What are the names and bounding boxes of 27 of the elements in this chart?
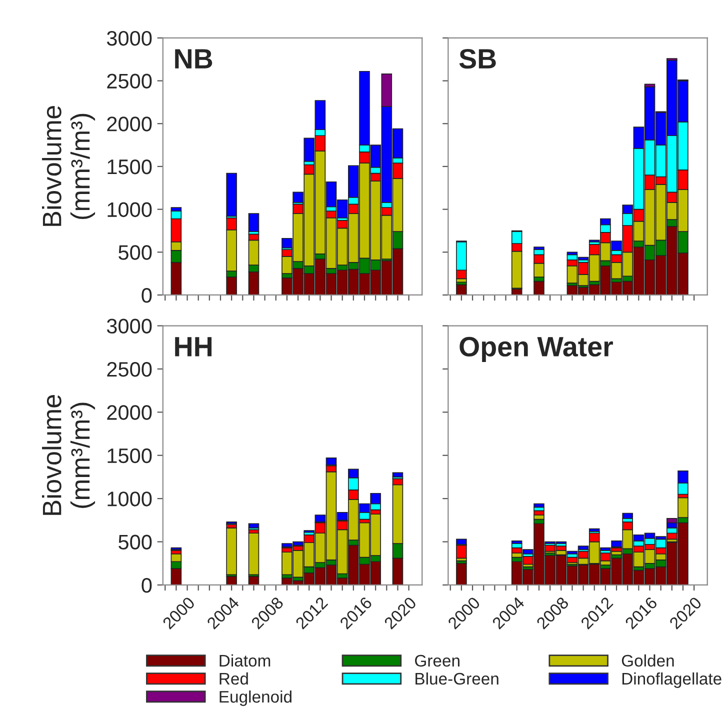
y-tick-label: 0 bbox=[142, 578, 152, 593]
y-tick-label: 2500 bbox=[107, 74, 152, 89]
y-axis-title: Biovolume (mm³/m³) bbox=[42, 106, 96, 226]
y-tick-label: 500 bbox=[118, 534, 152, 550]
y-tick-label: 1000 bbox=[108, 202, 152, 218]
legend-label: Red bbox=[220, 672, 248, 685]
y-tick-label: 2000 bbox=[107, 116, 152, 132]
y-tick-label: 2500 bbox=[107, 362, 152, 377]
y-tick-label: 3000 bbox=[106, 318, 152, 334]
y-tick-label: 3000 bbox=[106, 30, 152, 46]
y-tick-label: 2000 bbox=[107, 405, 152, 420]
legend-label: Blue-Green bbox=[416, 672, 498, 685]
legend-label: Green bbox=[415, 654, 460, 667]
y-tick-label: 1000 bbox=[108, 492, 152, 506]
y-tick-label: 1500 bbox=[108, 159, 152, 174]
legend-label: Euglenoid bbox=[220, 690, 292, 706]
y-tick-label: 1500 bbox=[108, 448, 152, 464]
legend-label: Diatom bbox=[220, 654, 270, 667]
chart-title: Open Water bbox=[460, 336, 613, 362]
legend-label: Dinoflagellate bbox=[622, 672, 722, 688]
y-axis-title: Biovolume (mm³/m³) bbox=[42, 394, 96, 515]
y-tick-label: 0 bbox=[142, 288, 152, 303]
y-tick-label: 500 bbox=[118, 245, 152, 260]
legend-label: Golden bbox=[622, 654, 674, 667]
chart-title: HH bbox=[175, 337, 212, 356]
chart-title: SB bbox=[459, 48, 496, 69]
chart-title: NB bbox=[175, 49, 212, 68]
